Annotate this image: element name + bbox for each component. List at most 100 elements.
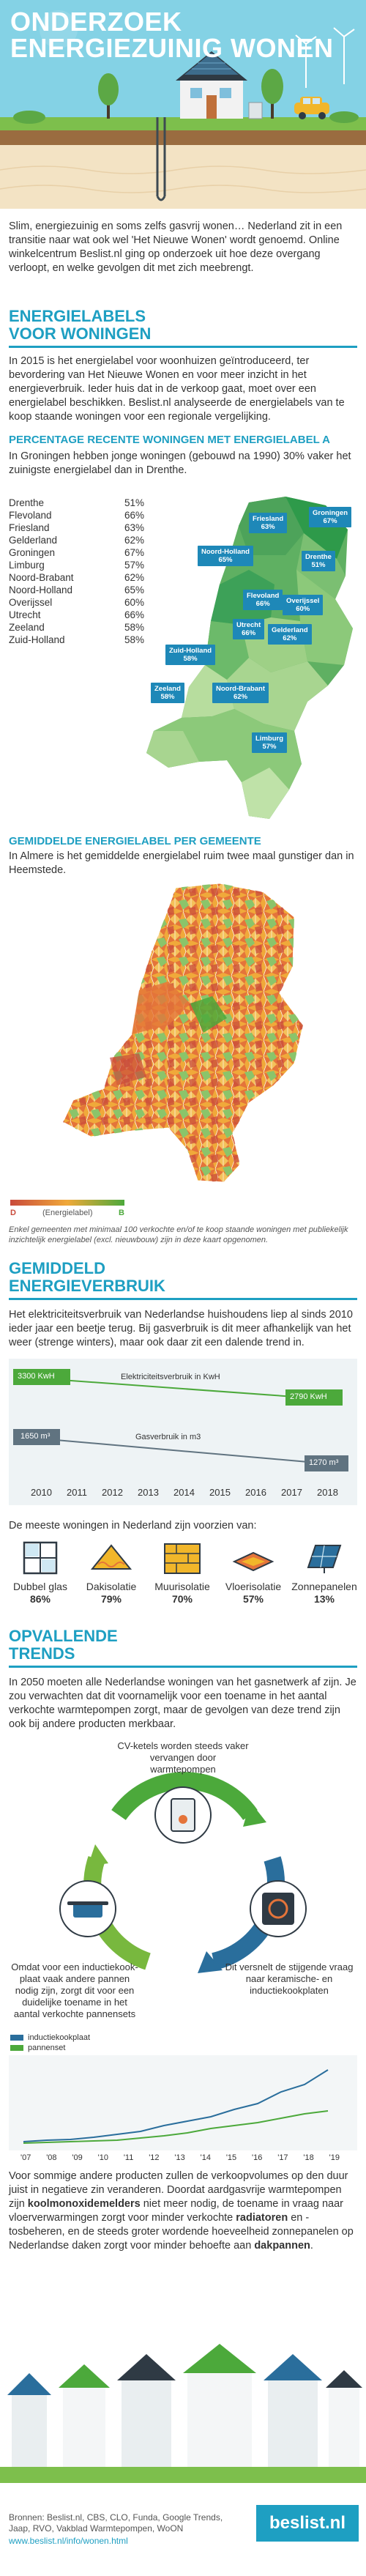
province-row: Utrecht 66% [9,609,144,621]
trend-year-tick-label: '09 [72,2153,83,2162]
amenity-name: Vloerisolatie [225,1581,282,1592]
legend-high: B [119,1209,124,1217]
map-label-limburg: Limburg 57% [252,732,287,753]
outro-part3: en -tosbeheren, en de steeds groter word… [9,2212,354,2252]
province-name: Zeeland [9,622,45,633]
amenity-name: Muurisolatie [154,1581,210,1592]
voorzieningen-text: De meeste woningen in Nederland zijn voo… [9,1520,257,1532]
year-tick-label: 2015 [209,1487,231,1498]
amenity-value: 70% [171,1593,193,1605]
province-row: Zuid-Holland 58% [9,634,144,646]
label-a-title: PERCENTAGE RECENTE WONINGEN MET ENERGIEL… [9,434,330,446]
trend-year-tick-label: '19 [329,2153,340,2162]
map-label-noord-brabant: Noord-Brabant 62% [212,683,269,703]
province-value: 63% [124,522,144,533]
province-value: 62% [124,535,144,546]
province-name: Friesland [9,522,50,533]
amenity-name: Zonnepanelen [291,1581,357,1592]
legend-inductie-label: inductiekookplaat [28,2033,91,2042]
beslist-logo[interactable]: beslist.nl [256,2505,359,2542]
legend-low: D [10,1209,16,1217]
footer-sources: Bronnen: Beslist.nl, CBS, CLO, Funda, Go… [9,2512,223,2534]
year-tick-label: 2016 [245,1487,266,1498]
legend-mid: (Energielabel) [42,1209,93,1217]
trend-year-tick-label: '18 [303,2153,314,2162]
solar-panel-icon [302,1540,346,1576]
trend-year-axis: '07 '08 '09 '10 '11 '12 '13 '14 '15 '16 '17 '18 '19 [20,2153,340,2162]
hero-title-line1: ONDERZOEK [10,7,182,37]
province-value: 62% [124,572,144,583]
series-inductie [23,2069,329,2142]
amenity-name: Dubbel glas [13,1581,67,1592]
province-name: Noord-Brabant [9,572,74,583]
trends-title-line2: TRENDS [9,1644,75,1663]
elec-series-label: Elektriciteitsverbruik in KwH [121,1373,220,1381]
divider [9,346,357,348]
amenity-name: Dakisolatie [86,1581,137,1592]
amenity-value: 79% [100,1593,122,1605]
gas-start-label: 1650 m³ [20,1432,51,1441]
province-name: Gelderland [9,535,58,546]
outro-bold3: dakpannen [254,2240,310,2252]
amenity-label: Muurisolatie 70% [148,1581,217,1606]
double-glass-icon [18,1540,62,1576]
province-value: 58% [124,634,144,645]
province-name: Utrecht [9,609,41,620]
hero-illustration [0,0,366,209]
divider [9,1298,357,1300]
province-row: Zeeland 58% [9,621,144,634]
energielabels-title-line1: ENERGIELABELS [9,307,146,325]
trend-year-tick-label: '08 [46,2153,57,2162]
province-name: Limburg [9,560,45,571]
hero-title-line2: ENERGIEZUINIG WONEN [10,33,334,63]
province-name: Overijssel [9,597,53,608]
legend-swatch-inductie [10,2035,23,2041]
province-value: 57% [124,560,144,571]
wall-insulation-icon [160,1540,204,1576]
gas-end-label: 1270 m³ [309,1458,339,1467]
map-label-flevoland: Flevoland 66% [243,590,283,610]
amenity-label: Vloerisolatie 57% [219,1581,288,1606]
year-tick-label: 2011 [67,1487,87,1498]
province-name: Groningen [9,547,56,558]
legend-inductie: inductiekookplaat [10,2033,90,2042]
map-footnote: Enkel gemeenten met minimaal 100 verkoch… [9,1225,348,1244]
gas-start-badge [13,1429,60,1445]
trend-cycle-diagram [59,1772,307,1973]
trend-year-tick-label: '07 [20,2153,31,2162]
roof-insulation-icon [89,1540,133,1576]
cycle-right-text: Dit versnelt de stijgende vraag naar ker… [225,1961,354,1996]
trend-year-tick-label: '15 [225,2153,237,2162]
divider [9,1666,357,1668]
province-name: Flevoland [9,510,52,521]
map-label-drenthe: Drenthe 51% [302,551,335,571]
energielabels-title-line2: VOOR WONINGEN [9,324,152,343]
province-row: Flevoland 66% [9,509,144,521]
province-row: Limburg 57% [9,559,144,571]
trend-year-tick-label: '11 [123,2153,134,2162]
cycle-top-text: CV-ketels worden steeds vaker vervangen … [117,1740,249,1775]
trend-year-tick-label: '13 [174,2153,185,2162]
footer-url[interactable]: www.beslist.nl/info/wonen.html [9,2536,128,2546]
legend-gradient-bar [10,1200,124,1206]
year-tick-label: 2012 [102,1487,123,1498]
province-row: Drenthe 51% [9,497,144,509]
year-tick-label: 2010 [31,1487,52,1498]
province-value: 66% [124,609,144,620]
trend-year-tick-label: '10 [97,2153,108,2162]
outro-part4: . [310,2240,313,2252]
usage-chart [9,1359,357,1505]
verbruik-text: Het elektriciteitsverbruik van Nederland… [9,1309,353,1348]
province-row: Noord-Holland 65% [9,584,144,596]
outro-part1: Voor sommige andere producten zullen de … [9,2170,348,2210]
elec-end-label: 2790 KwH [290,1392,327,1401]
energielabels-text: In 2015 is het energielabel voor woonhui… [9,355,345,423]
intro-text: Slim, energiezuinig en soms zelfs gasvri… [9,220,343,274]
trend-year-tick-label: '12 [149,2153,160,2162]
verbruik-title-line2: ENERGIEVERBRUIK [9,1277,165,1295]
province-value: 67% [124,547,144,558]
trend-year-tick-label: '16 [252,2153,263,2162]
trend-year-tick-label: '14 [200,2153,211,2162]
map-label-groningen: Groningen 67% [309,507,352,527]
